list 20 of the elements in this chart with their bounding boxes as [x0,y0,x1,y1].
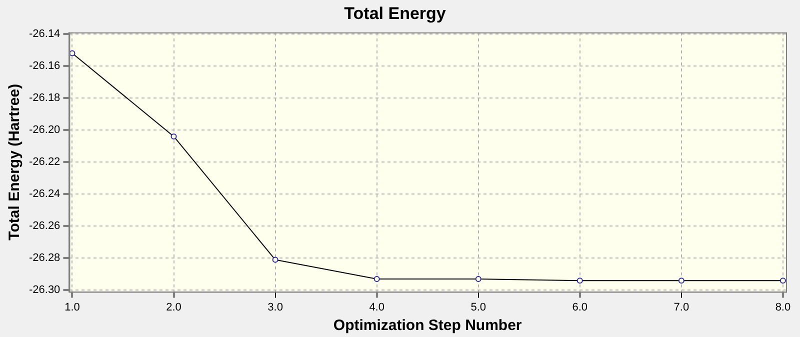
y-tick-label: -26.30 [28,284,60,296]
y-tick-label: -26.20 [28,124,60,136]
x-tick-label: 1.0 [64,301,80,314]
y-tick-label: -26.16 [28,60,60,72]
x-tick-label: 8.0 [775,301,791,314]
x-tick-label: 4.0 [369,301,384,314]
x-tick-label: 6.0 [572,301,588,314]
x-tick-label: 3.0 [268,301,283,314]
y-tick-label: -26.22 [28,156,60,168]
y-tick-label: -26.18 [28,92,60,104]
chart-title: Total Energy [344,4,446,23]
y-tick-label: -26.26 [28,220,60,232]
x-tick-label: 2.0 [166,301,182,314]
x-tick-label: 7.0 [674,301,690,314]
y-tick-label: -26.14 [28,28,60,40]
y-axis-title: Total Energy (Hartree) [6,84,24,240]
x-tick-label: 5.0 [470,301,486,314]
y-tick-label: -26.24 [28,188,60,200]
x-axis-title: Optimization Step Number [333,317,522,334]
y-tick-label: -26.28 [28,252,60,264]
